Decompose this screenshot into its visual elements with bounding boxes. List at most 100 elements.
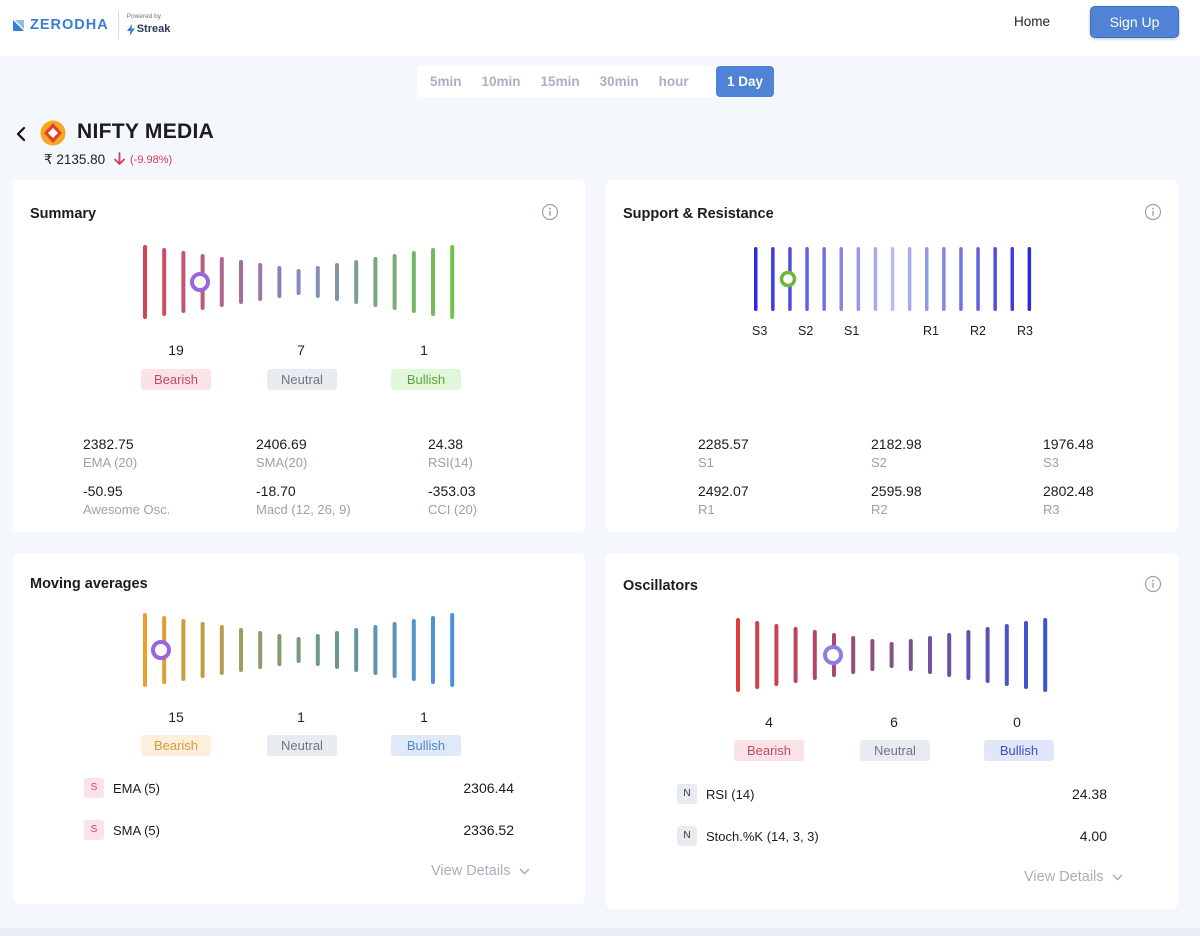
gauge-bar (258, 631, 263, 669)
gauge-bar (870, 639, 875, 671)
gauge-bar (354, 628, 359, 672)
price-change: (-9.98%) (130, 154, 173, 166)
nav-home-link[interactable]: Home (1014, 14, 1051, 29)
bearish-count: 15 (168, 709, 184, 725)
stat-value: 2406.69 (256, 436, 307, 452)
neutral-chip: Neutral (267, 735, 337, 756)
bullish-chip: Bullish (391, 369, 461, 390)
gauge-bar (774, 624, 779, 686)
bearish-count: 19 (168, 342, 184, 358)
tab-10min[interactable]: 10min (481, 74, 521, 89)
stat-value: 2382.75 (83, 436, 134, 452)
brand-logo[interactable]: ZERODHA Powered by Streak (13, 10, 170, 40)
zerodha-logo-icon (13, 19, 24, 31)
gauge-marker (779, 270, 797, 288)
stat-label: R3 (1043, 502, 1060, 517)
stat-value: 2492.07 (698, 483, 749, 499)
gauge-marker (823, 645, 843, 665)
level-label-r3: R3 (1017, 324, 1033, 338)
stat-value: -50.95 (83, 483, 123, 499)
bullish-chip: Bullish (984, 740, 1054, 761)
info-icon[interactable] (1144, 203, 1162, 221)
stat-label: SMA(20) (256, 455, 308, 470)
neutral-count: 1 (297, 709, 305, 725)
signal-badge: S (84, 820, 104, 840)
stat-value: 2182.98 (871, 436, 922, 452)
gauge-bar (277, 634, 282, 666)
gauge-bar (450, 245, 455, 319)
level-label-s2: S2 (798, 324, 814, 338)
gauge-bar (315, 266, 320, 298)
arrow-down-icon (114, 152, 125, 165)
gauge-bar (162, 248, 167, 316)
tab-15min[interactable]: 15min (540, 74, 580, 89)
gauge-bar (942, 247, 946, 311)
oscillator-row-value: 24.38 (1071, 786, 1107, 802)
gauge-marker (151, 640, 171, 660)
gauge-bar (851, 636, 856, 674)
stat-value: -18.70 (256, 483, 296, 499)
neutral-count: 7 (297, 342, 305, 358)
info-icon[interactable] (541, 203, 559, 221)
summary-title: Summary (30, 206, 97, 222)
powered-by-label: Powered by (126, 13, 162, 21)
moving-averages-title: Moving averages (30, 576, 148, 592)
gauge-bar (219, 625, 224, 675)
tab-hour[interactable]: hour (658, 74, 689, 89)
neutral-chip: Neutral (267, 369, 337, 390)
support-resistance-card: Support & Resistance S3 S2 S1 R1 R2 R3 2… (606, 180, 1178, 532)
bearish-chip: Bearish (141, 369, 211, 390)
back-arrow-icon[interactable] (14, 125, 28, 143)
oscillators-card: Oscillators 4 6 0 Bearish Neutral Bullis… (606, 553, 1178, 909)
summary-card: Summary 19 7 1 Bearish Neutral Bullish 2… (13, 180, 585, 532)
tab-5min[interactable]: 5min (430, 74, 462, 89)
view-details-button[interactable]: View Details (431, 863, 530, 879)
gauge-bar (277, 266, 282, 298)
level-label-s1: S1 (844, 324, 860, 338)
gauge-bar (143, 245, 147, 319)
gauge-bar (889, 642, 894, 668)
gauge-bar (296, 637, 301, 663)
info-icon[interactable] (1144, 575, 1162, 593)
stat-value: 1976.48 (1043, 436, 1094, 452)
streak-label: Streak (126, 23, 170, 36)
oscillators-title: Oscillators (623, 578, 698, 594)
stat-value: 2802.48 (1043, 483, 1094, 499)
level-label-r2: R2 (970, 324, 986, 338)
interval-tabs: 5min 10min 15min 30min hour 1 Day (417, 66, 774, 97)
instrument-title: NIFTY MEDIA (77, 120, 215, 143)
stat-label: Awesome Osc. (83, 502, 171, 517)
gauge-bar (181, 251, 186, 313)
gauge-bar (1010, 247, 1014, 311)
sign-up-button[interactable]: Sign Up (1090, 6, 1179, 38)
gauge-bar (771, 247, 775, 311)
level-label-s3: S3 (752, 324, 768, 338)
stat-label: S1 (698, 455, 714, 470)
brand-divider (117, 11, 119, 39)
gauge-bar (925, 247, 929, 311)
instrument-price: ₹ 2135.80 (44, 152, 106, 167)
gauge-bar (143, 613, 147, 687)
gauge-bar (450, 613, 455, 687)
tab-30min[interactable]: 30min (599, 74, 639, 89)
gauge-bar (907, 247, 912, 311)
powered-by-streak: Powered by Streak (126, 13, 170, 36)
gauge-bar (258, 263, 263, 301)
stat-value: 2595.98 (871, 483, 922, 499)
view-details-label: View Details (431, 863, 511, 879)
stat-label: EMA (20) (83, 455, 138, 470)
gauge-bar (908, 639, 913, 671)
gauge-bar (856, 247, 861, 311)
gauge-bar (928, 636, 932, 674)
tab-1-day[interactable]: 1 Day (715, 66, 774, 97)
support-resistance-title: Support & Resistance (623, 206, 774, 222)
gauge-bar (354, 260, 359, 304)
view-details-button[interactable]: View Details (1024, 869, 1123, 885)
gauge-bar (805, 247, 809, 311)
signal-badge: N (677, 826, 697, 846)
nifty-media-logo-icon (40, 120, 66, 146)
gauge-bar (736, 618, 740, 692)
gauge-bar (200, 622, 205, 678)
streak-bolt-icon (126, 23, 135, 36)
gauge-bar (993, 247, 997, 311)
